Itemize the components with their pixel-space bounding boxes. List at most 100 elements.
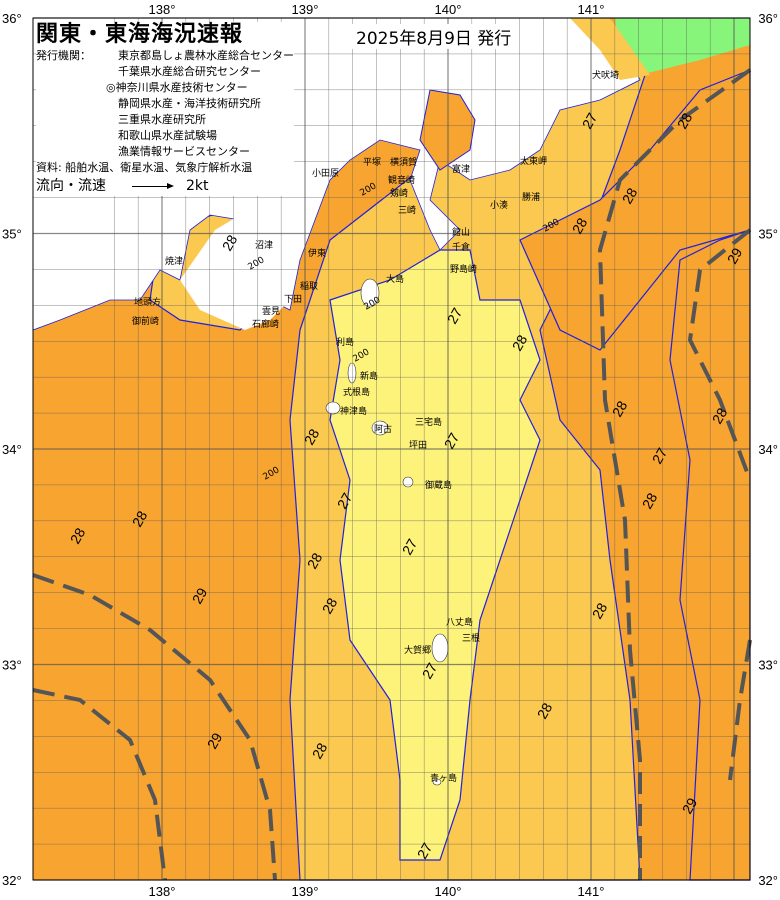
isotherm-label: 29 — [679, 795, 701, 817]
place-label: 雲見 — [262, 306, 280, 317]
latitude-tick-label: 32° — [2, 873, 22, 888]
place-label: 地頭方 — [134, 296, 161, 308]
island — [431, 633, 449, 663]
current-axis-line — [32, 573, 277, 881]
longitude-tick-label: 141° — [578, 2, 605, 17]
place-label: 大賀郷 — [404, 644, 431, 656]
isotherm-label: 28 — [219, 232, 241, 254]
legend-box: 関東・東海海況速報 発行機関： 東京都島しょ農林水産総合センター 千葉県水産総合研… — [36, 22, 294, 196]
island — [402, 476, 414, 488]
flow-scale-arrow-icon — [132, 182, 174, 189]
isotherm-label: 28 — [709, 405, 731, 427]
issuer-0: 東京都島しょ農林水産総合センター — [118, 49, 294, 62]
place-label: 御前崎 — [132, 315, 159, 327]
place-label: 神津島 — [340, 405, 367, 417]
place-label: 稲取 — [300, 280, 318, 292]
longitude-tick-label: 139° — [292, 884, 319, 899]
issuer-2: ◎神奈川県水産技術センター — [106, 81, 248, 94]
isotherm-label: 28 — [639, 490, 661, 512]
latitude-tick-label: 36° — [2, 11, 22, 26]
place-label: 三宅島 — [415, 416, 442, 428]
place-label: 三根 — [462, 632, 480, 644]
kuroshio-current-axis — [32, 68, 752, 881]
isotherm-label: 28 — [301, 426, 323, 448]
place-label: 石廊崎 — [252, 318, 279, 330]
latitude-tick-label: 34° — [2, 442, 22, 457]
place-label: 剱崎 — [390, 187, 408, 199]
place-label: 利島 — [336, 336, 354, 348]
isotherm-label: 28 — [569, 215, 591, 237]
issuer-1: 千葉県水産総合研究センター — [118, 65, 261, 78]
place-label: 坪田 — [409, 440, 427, 451]
longitude-tick-label: 139° — [292, 2, 319, 17]
latitude-tick-label: 33° — [2, 658, 22, 673]
isotherm-label: 28 — [319, 595, 341, 617]
latitude-tick-label: 36° — [758, 11, 778, 26]
current-axis-line — [687, 228, 752, 481]
place-label: 式根島 — [343, 386, 370, 398]
isotherm-label: 28 — [304, 550, 326, 572]
latitude-tick-label: 34° — [758, 442, 778, 457]
isotherm-label: 28 — [67, 525, 89, 547]
island — [432, 778, 442, 786]
isotherm-label: 28 — [534, 700, 556, 722]
isotherm-label: 28 — [674, 110, 696, 132]
place-label: 青ヶ島 — [430, 772, 457, 784]
current-axis-line — [32, 688, 167, 881]
longitude-tick-label: 141° — [578, 884, 605, 899]
isotherm-label: 28 — [589, 600, 611, 622]
isotherm-label: 27 — [414, 840, 436, 862]
latitude-tick-label: 35° — [2, 227, 22, 242]
place-label: 下田 — [284, 294, 302, 305]
place-label: 太東岬 — [520, 155, 547, 167]
place-label: 館山 — [452, 226, 470, 238]
place-label: 小田原 — [312, 168, 339, 179]
isotherm-label: 27 — [444, 305, 466, 327]
flow-scale: 2kt — [186, 178, 209, 194]
place-label: 観音崎 — [388, 174, 415, 186]
issuer-4: 三重県水産研究所 — [118, 113, 206, 126]
issuer-label: 発行機関： — [36, 49, 91, 62]
page-title: 関東・東海海況速報 — [36, 22, 244, 47]
place-label: 阿古 — [374, 423, 392, 435]
place-label: 犬吠埼 — [592, 69, 619, 81]
longitude-tick-label: 138° — [149, 2, 176, 17]
latitude-tick-label: 32° — [758, 873, 778, 888]
place-label: 富津 — [452, 163, 470, 175]
place-label: 勝浦 — [522, 191, 540, 203]
place-label: 新島 — [360, 370, 378, 382]
latitude-tick-label: 35° — [758, 227, 778, 242]
place-label: 沼津 — [255, 240, 273, 251]
isotherm-label: 27 — [334, 490, 356, 512]
isotherm-label: 28 — [619, 185, 641, 207]
place-label: 八丈島 — [446, 616, 473, 628]
cold-water-region — [615, 18, 750, 75]
place-label: 大島 — [386, 273, 404, 285]
island — [371, 420, 389, 436]
flow-label: 流向・流速 — [36, 178, 106, 194]
isotherm-label: 28 — [129, 508, 151, 530]
place-label: 三崎 — [398, 204, 416, 216]
isotherm-label: 27 — [419, 660, 441, 682]
place-label: 小湊 — [490, 199, 508, 211]
izu-peninsula — [180, 215, 290, 330]
current-axis-line — [597, 68, 752, 880]
place-label: 御蔵島 — [425, 479, 452, 491]
issue-date: 2025年8月9日 発行 — [352, 24, 516, 49]
latitude-tick-label: 33° — [758, 658, 778, 673]
mid-water-region — [570, 18, 650, 80]
isotherm-label: 28 — [509, 332, 531, 354]
place-label: 横須賀 — [390, 156, 417, 168]
longitude-tick-label: 140° — [435, 2, 462, 17]
isotherm-label: 28 — [309, 740, 331, 762]
issuer-3: 静岡県水産・海洋技術研究所 — [118, 97, 261, 110]
place-label: 平塚 — [363, 157, 381, 168]
longitude-tick-label: 140° — [435, 884, 462, 899]
isotherm-label: 27 — [649, 445, 671, 467]
isotherm-label: 29 — [189, 585, 211, 607]
map-frame — [32, 17, 751, 881]
place-label: 焼津 — [165, 256, 183, 267]
isotherm-label: 29 — [724, 245, 746, 267]
